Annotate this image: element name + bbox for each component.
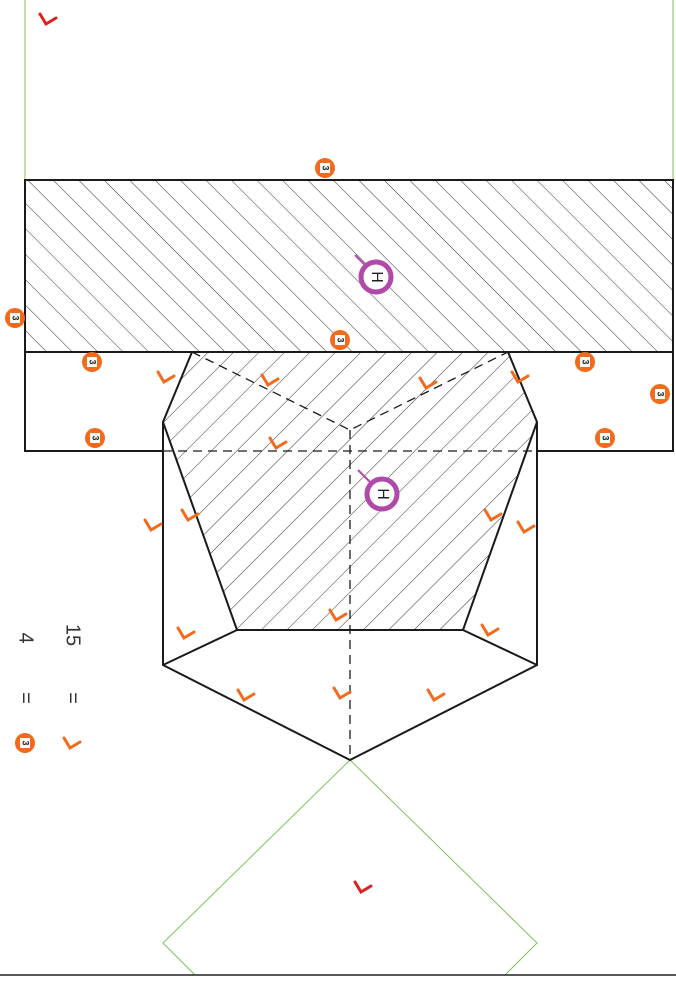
badge-label: 3 [656, 391, 666, 396]
badge-label: 3 [601, 435, 611, 440]
legend-equals: = [62, 692, 84, 704]
badge-label: 3 [88, 359, 98, 364]
legend-equals: = [15, 692, 37, 704]
h-label: H [368, 271, 385, 283]
legend: 3 = 4 = 15 [15, 624, 84, 753]
badges: 3 3 3 3 3 3 3 3 [5, 158, 670, 448]
badge-label: 3 [321, 165, 331, 170]
badge-label: 3 [336, 337, 346, 342]
h-label: H [374, 488, 391, 500]
legend-count: 4 [15, 632, 37, 643]
checks [38, 12, 536, 895]
legend-count: 15 [62, 624, 84, 646]
badge-label: 3 [11, 315, 21, 320]
badge-label: 3 [91, 435, 101, 440]
badge-label: 3 [581, 359, 591, 364]
legend-symbol: 3 [21, 740, 31, 745]
h-labels: H H [354, 254, 400, 512]
